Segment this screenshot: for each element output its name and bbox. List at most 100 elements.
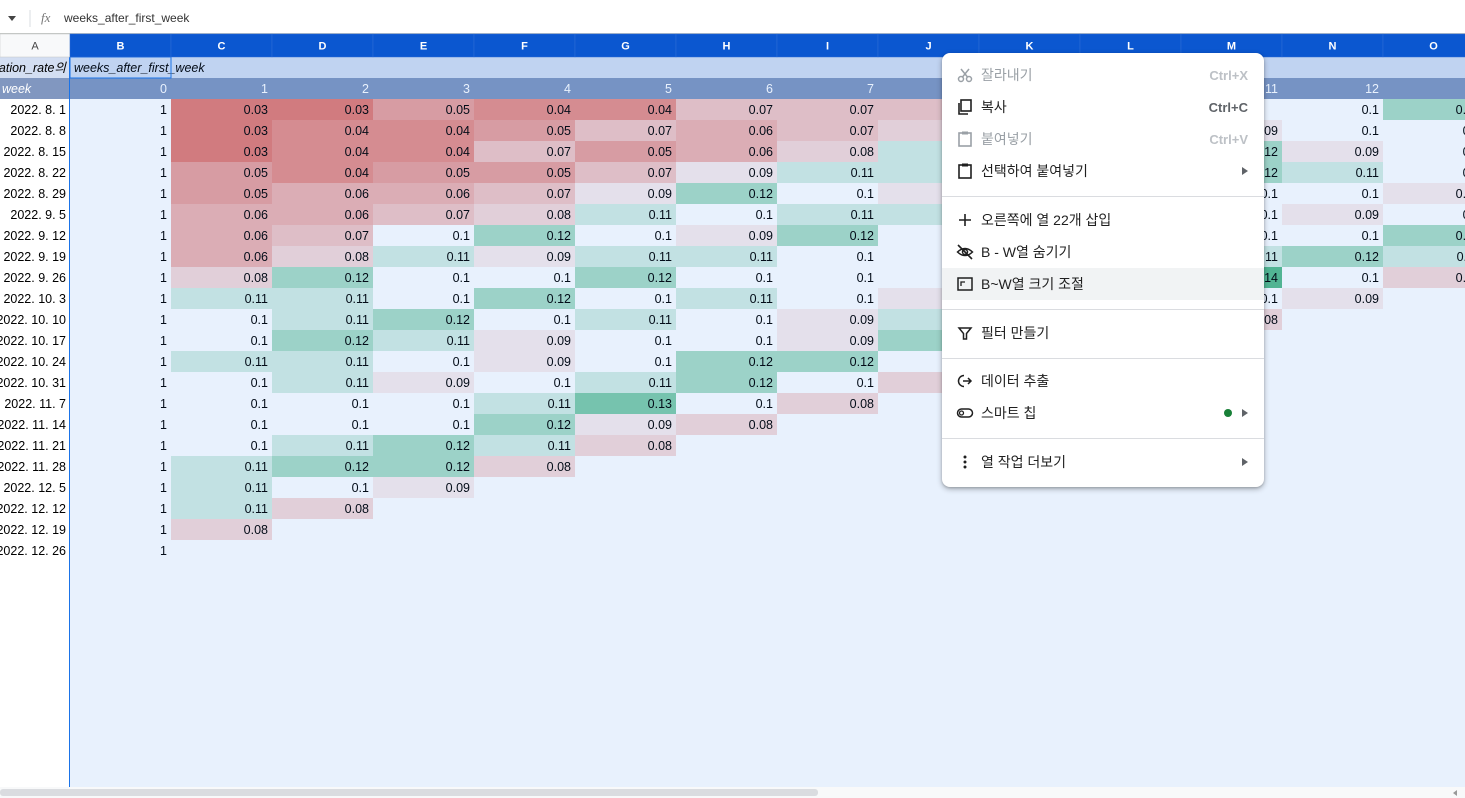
cell-fill [272, 141, 373, 162]
menu-label: 열 작업 더보기 [981, 454, 1067, 470]
cell-value: 0.1 [251, 334, 268, 348]
cell-value: 0.12 [345, 334, 369, 348]
menu-item[interactable]: 스마트 칩 [942, 397, 1264, 429]
name-box-arrow[interactable] [8, 16, 16, 21]
cell-value: 0.11 [851, 166, 874, 180]
scrollbar-thumb[interactable] [0, 789, 818, 796]
cell-value: 1 [160, 460, 167, 474]
cell-value: 0.07 [345, 229, 369, 243]
cell-value: 1 [160, 229, 167, 243]
cell-value: 0.1 [554, 376, 571, 390]
cell-value: 0.1 [857, 250, 874, 264]
cell-value: 0.04 [446, 124, 470, 138]
cell-value: 0.08 [244, 271, 268, 285]
week-header: 7 [867, 82, 874, 96]
cell-value: 0.07 [850, 103, 874, 117]
cell-value: 0.1 [352, 481, 369, 495]
cell-value: 0.1 [251, 439, 268, 453]
scroll-arrow[interactable] [1453, 790, 1457, 796]
cell-value: 0.1 [756, 313, 773, 327]
cell-fill [474, 204, 575, 225]
cell-value: 1 [160, 397, 167, 411]
row-date: 2022. 9. 26 [3, 271, 66, 285]
cell-value: 0.07 [648, 166, 672, 180]
row-date: 2022. 10. 24 [0, 355, 66, 369]
row-date: 2022. 11. 28 [0, 460, 66, 474]
cell-fill [777, 141, 878, 162]
row-date: 2022. 10. 3 [3, 292, 66, 306]
cell-value: 0.12 [345, 271, 369, 285]
cell-value: 0.12 [749, 355, 773, 369]
pivot-corner-label: ation_rate의 [0, 61, 67, 75]
cell-fill [474, 309, 575, 330]
cell-value: 0.1 [453, 418, 470, 432]
cell-fill [171, 477, 272, 498]
cell-value: 0.1 [251, 418, 268, 432]
cell-fill [676, 330, 777, 351]
paste-special-icon [958, 163, 972, 179]
cell-value: 1 [160, 523, 167, 537]
cell-fill [676, 120, 777, 141]
more-icon [963, 455, 967, 469]
cell-fill [373, 309, 474, 330]
column-header [1382, 33, 1465, 58]
cell-fill [272, 267, 373, 288]
cell-value: 0.12 [1456, 229, 1465, 243]
cell-value: 0.09 [1355, 292, 1379, 306]
menu-item[interactable]: 잘라내기 Ctrl+X [942, 59, 1264, 91]
cell-fill [373, 414, 474, 435]
cell-fill [474, 288, 575, 309]
cell-fill [1383, 120, 1465, 141]
menu-item[interactable]: B - W열 숨기기 [942, 236, 1264, 268]
cell-value: 0.09 [547, 334, 571, 348]
cell-fill [171, 288, 272, 309]
cell-fill [272, 393, 373, 414]
cell-value: 1 [160, 208, 167, 222]
formula-content[interactable]: weeks_after_first_week [63, 11, 190, 25]
cell-value: 0.09 [850, 334, 874, 348]
paste-icon [958, 131, 972, 147]
cell-value: 0.11 [548, 439, 571, 453]
cell-fill [171, 183, 272, 204]
menu-item[interactable]: B~W열 크기 조절 [942, 268, 1264, 300]
menu-item[interactable]: 열 작업 더보기 [942, 446, 1264, 478]
cell-fill [373, 351, 474, 372]
cell-value: 0.07 [547, 187, 571, 201]
cell-fill [1383, 162, 1465, 183]
cell-fill [575, 99, 676, 120]
cell-value: 0.1 [1463, 208, 1465, 222]
menu-item[interactable]: 선택하여 붙여넣기 [942, 155, 1264, 187]
cell-value: 1 [160, 439, 167, 453]
column-letter: O [1429, 40, 1438, 52]
cell-fill [777, 393, 878, 414]
resize-icon [957, 277, 973, 291]
cell-fill [1282, 99, 1383, 120]
cell-fill [575, 372, 676, 393]
cell-value: 0.04 [446, 145, 470, 159]
cell-value: 0.04 [547, 103, 571, 117]
cell-value: 0.1 [1261, 229, 1278, 243]
menu-separator [942, 309, 1264, 310]
menu-item[interactable]: 오른쪽에 열 22개 삽입 [942, 204, 1264, 236]
menu-label: 잘라내기 [981, 67, 1033, 83]
menu-item[interactable]: 복사 Ctrl+C [942, 91, 1264, 123]
cell-value: 0.07 [446, 208, 470, 222]
cell-fill [575, 309, 676, 330]
cell-fill [1282, 120, 1383, 141]
row-date: 2022. 8. 29 [3, 187, 66, 201]
menu-item[interactable]: 붙여넣기 Ctrl+V [942, 123, 1264, 155]
cell-fill [272, 351, 373, 372]
row-date: 2022. 9. 5 [10, 208, 66, 222]
cell-fill [272, 162, 373, 183]
cell-value: 0.07 [749, 103, 773, 117]
cell-value: 0.1 [1362, 229, 1379, 243]
cell-value: 0.04 [345, 124, 369, 138]
cell-value: 0.11 [548, 397, 571, 411]
cell-fill [272, 414, 373, 435]
cell-fill [676, 414, 777, 435]
cell-value: 0.03 [244, 145, 268, 159]
cell-value: 0.11 [245, 502, 268, 516]
menu-item[interactable]: 필터 만들기 [942, 317, 1264, 349]
cell-fill [272, 330, 373, 351]
menu-item[interactable]: 데이터 추출 [942, 365, 1264, 397]
